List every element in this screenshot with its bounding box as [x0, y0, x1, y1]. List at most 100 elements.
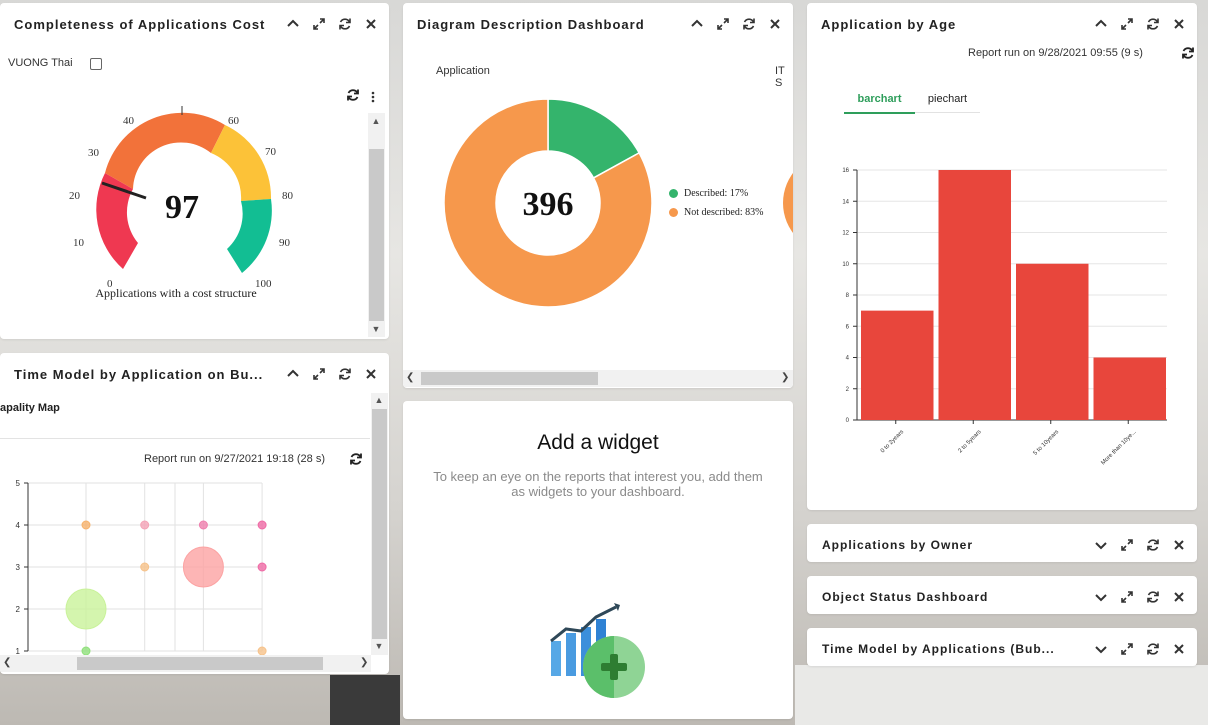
legend-item-described: Described: 17%: [669, 188, 763, 199]
y-tick-label: 6: [846, 324, 850, 330]
gauge-tick-40: 40: [123, 115, 135, 127]
tab-piechart[interactable]: piechart: [915, 89, 980, 113]
vertical-scrollbar[interactable]: ▲ ▼: [368, 113, 385, 337]
expand-icon[interactable]: [1117, 588, 1137, 606]
widget-title: Completeness of Applications Cost: [14, 17, 266, 32]
add-chart-icon[interactable]: [548, 601, 648, 701]
expand-down-icon[interactable]: [1091, 536, 1111, 554]
expand-icon[interactable]: [1117, 536, 1137, 554]
y-tick-label: 2: [846, 387, 850, 393]
collapse-icon[interactable]: [1091, 15, 1111, 33]
bar: [938, 170, 1011, 420]
close-icon[interactable]: [361, 365, 381, 383]
legend-item-not-described: Not described: 83%: [669, 207, 763, 218]
column-label-application: Application: [436, 65, 490, 77]
refresh-icon[interactable]: [1143, 15, 1163, 33]
scroll-left-arrow[interactable]: ❮: [3, 657, 12, 668]
background-laptop-edge: [330, 675, 400, 725]
partial-donut-second: [783, 153, 793, 253]
gauge-tick-80: 80: [282, 190, 294, 202]
scrollbar-thumb[interactable]: [372, 409, 387, 639]
refresh-icon[interactable]: [335, 15, 355, 33]
gauge-tick-0: 0: [107, 278, 113, 290]
refresh-icon[interactable]: [1143, 536, 1163, 554]
tab-barchart[interactable]: barchart: [844, 89, 915, 114]
scroll-up-arrow[interactable]: ▲: [371, 116, 381, 126]
gauge-band-red: [96, 173, 138, 269]
donut-center-value: 396: [523, 186, 574, 223]
close-icon[interactable]: [765, 15, 785, 33]
scrollbar-thumb[interactable]: [369, 149, 384, 321]
scroll-right-arrow[interactable]: ❯: [781, 372, 790, 383]
refresh-icon[interactable]: [346, 88, 360, 102]
gauge-caption: Applications with a cost structure: [95, 286, 256, 300]
legend-label: Not described: 83%: [684, 207, 764, 218]
widget-time-model: Time Model by Application on Bu... apali…: [0, 353, 389, 674]
scroll-up-arrow[interactable]: ▲: [374, 395, 384, 405]
scroll-down-arrow[interactable]: ▼: [374, 641, 384, 651]
capability-map-subtitle: apality Map: [0, 402, 60, 414]
vertical-scrollbar[interactable]: ▲ ▼: [371, 393, 388, 655]
widget-object-status: Object Status Dashboard: [807, 576, 1197, 614]
bar: [1093, 357, 1166, 420]
refresh-icon[interactable]: [739, 15, 759, 33]
widget-diagram-description: Diagram Description Dashboard Applicatio…: [403, 3, 793, 388]
expand-down-icon[interactable]: [1091, 640, 1111, 658]
close-icon[interactable]: [1169, 588, 1189, 606]
add-widget-title: Add a widget: [537, 431, 659, 454]
scrollbar-thumb[interactable]: [421, 372, 598, 385]
scroll-down-arrow[interactable]: ▼: [371, 324, 381, 334]
x-tick-label: More than 10ye...: [1100, 429, 1137, 466]
expand-down-icon[interactable]: [1091, 588, 1111, 606]
tab-label: piechart: [927, 93, 968, 105]
gauge-tick-100: 100: [255, 278, 272, 290]
x-tick-label: 5 to 10years: [1033, 429, 1061, 457]
y-tick-label: 2: [16, 605, 21, 614]
gauge-tick-90: 90: [279, 237, 291, 249]
legend-swatch: [669, 208, 678, 217]
kebab-menu-icon[interactable]: [369, 90, 377, 104]
y-tick-label: 5: [16, 479, 21, 488]
horizontal-scrollbar[interactable]: ❮ ❯: [403, 370, 793, 387]
gauge-value: 97: [165, 189, 199, 226]
donut-chart: 396: [443, 98, 653, 308]
legend-label: Described: 17%: [684, 188, 749, 199]
collapse-icon[interactable]: [283, 15, 303, 33]
cost-gauge: 97 0 10 20 30 40 60 70 80 90 100 Applica…: [69, 106, 294, 300]
expand-icon[interactable]: [1117, 640, 1137, 658]
refresh-icon[interactable]: [335, 365, 355, 383]
expand-icon[interactable]: [309, 365, 329, 383]
expand-icon[interactable]: [309, 15, 329, 33]
bubble: [140, 520, 150, 530]
close-icon[interactable]: [1169, 640, 1189, 658]
bubble: [182, 546, 224, 588]
y-tick-label: 8: [846, 293, 850, 299]
x-tick-label: 0 to 2years: [880, 429, 905, 454]
y-tick-label: 12: [842, 231, 849, 237]
gauge-tick-10: 10: [73, 237, 85, 249]
widget-title: Time Model by Application on Bu...: [14, 367, 264, 382]
collapse-icon[interactable]: [687, 15, 707, 33]
refresh-icon[interactable]: [349, 452, 363, 466]
scrollbar-thumb[interactable]: [77, 657, 323, 670]
add-widget-description: To keep an eye on the reports that inter…: [433, 469, 763, 499]
close-icon[interactable]: [361, 15, 381, 33]
close-icon[interactable]: [1169, 15, 1189, 33]
gauge-band-orange: [105, 112, 225, 189]
add-widget-card[interactable]: Add a widget To keep an eye on the repor…: [403, 401, 793, 719]
refresh-icon[interactable]: [1181, 46, 1195, 60]
scroll-left-arrow[interactable]: ❮: [406, 372, 415, 383]
close-icon[interactable]: [1169, 536, 1189, 554]
refresh-icon[interactable]: [1143, 588, 1163, 606]
scroll-right-arrow[interactable]: ❯: [360, 657, 369, 668]
expand-icon[interactable]: [1117, 15, 1137, 33]
refresh-icon[interactable]: [1143, 640, 1163, 658]
collapse-icon[interactable]: [283, 365, 303, 383]
y-tick-label: 3: [16, 563, 21, 572]
user-filter-checkbox[interactable]: [90, 58, 102, 70]
widget-applications-by-owner: Applications by Owner: [807, 524, 1197, 562]
expand-icon[interactable]: [713, 15, 733, 33]
tab-label: barchart: [857, 93, 902, 105]
horizontal-scrollbar[interactable]: ❮ ❯: [0, 655, 371, 672]
divider: [0, 438, 370, 439]
